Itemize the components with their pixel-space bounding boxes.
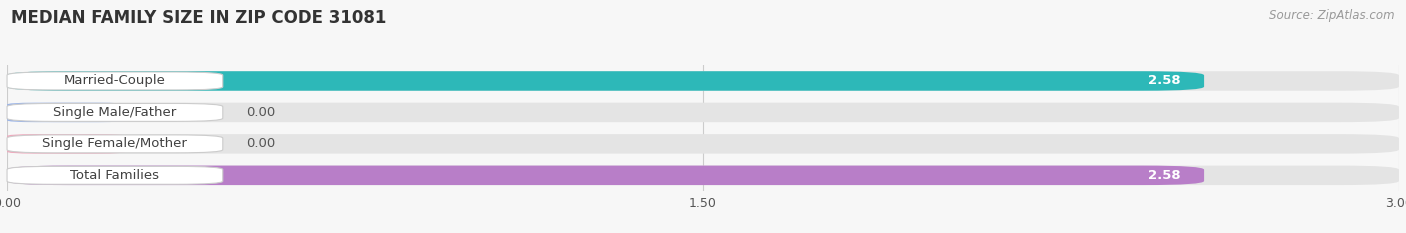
FancyBboxPatch shape	[7, 135, 222, 153]
Text: Single Male/Father: Single Male/Father	[53, 106, 177, 119]
FancyBboxPatch shape	[7, 103, 1399, 122]
Text: Married-Couple: Married-Couple	[63, 75, 166, 87]
FancyBboxPatch shape	[7, 166, 1204, 185]
FancyBboxPatch shape	[7, 134, 1399, 154]
FancyBboxPatch shape	[7, 103, 222, 121]
FancyBboxPatch shape	[7, 71, 1204, 91]
Text: MEDIAN FAMILY SIZE IN ZIP CODE 31081: MEDIAN FAMILY SIZE IN ZIP CODE 31081	[11, 9, 387, 27]
FancyBboxPatch shape	[7, 72, 222, 90]
Text: Total Families: Total Families	[70, 169, 159, 182]
FancyBboxPatch shape	[7, 166, 1399, 185]
Text: 2.58: 2.58	[1149, 75, 1181, 87]
Text: 0.00: 0.00	[246, 106, 276, 119]
Text: Source: ZipAtlas.com: Source: ZipAtlas.com	[1270, 9, 1395, 22]
FancyBboxPatch shape	[7, 166, 222, 184]
Text: 2.58: 2.58	[1149, 169, 1181, 182]
FancyBboxPatch shape	[7, 71, 1399, 91]
Text: Single Female/Mother: Single Female/Mother	[42, 137, 187, 150]
FancyBboxPatch shape	[7, 134, 125, 154]
FancyBboxPatch shape	[7, 103, 125, 122]
Text: 0.00: 0.00	[246, 137, 276, 150]
